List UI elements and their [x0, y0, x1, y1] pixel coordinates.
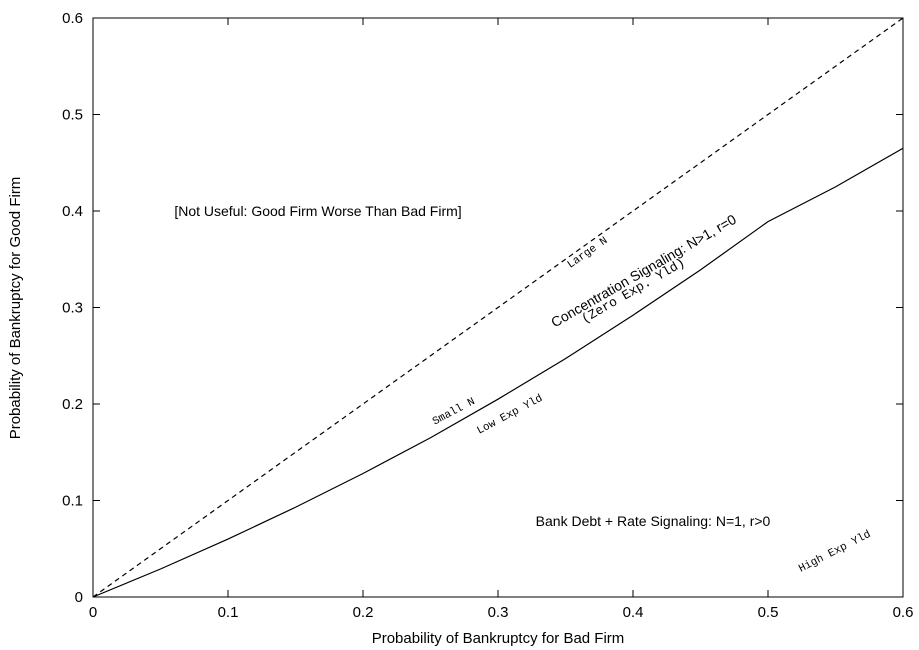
x-tick-label: 0.5 [758, 604, 779, 621]
y-tick-label: 0.1 [62, 493, 83, 510]
annotation-high-exp: High Exp Yld [797, 529, 873, 576]
dashed-series-line [92, 17, 904, 598]
ticks: 0 0.1 0.2 0.3 0.4 0.5 0.6 0 0.1 0.2 0.3 0.4 0.5 0.6 [62, 10, 913, 621]
y-tick-label: 0.2 [62, 396, 83, 413]
annotation-concentration: Concentration Signaling: N>1, r=0 [548, 211, 739, 330]
x-tick-label: 0 [89, 604, 97, 621]
y-tick-label: 0.3 [62, 300, 83, 317]
y-axis-label: Probability of Bankruptcy for Good Firm [7, 177, 24, 440]
series-group [92, 17, 904, 598]
annotation-low-exp: Low Exp Yld [475, 393, 545, 438]
x-tick-label: 0.6 [893, 604, 914, 621]
x-tick-label: 0.2 [353, 604, 374, 621]
x-tick-label: 0.1 [218, 604, 239, 621]
x-axis-label: Probability of Bankruptcy for Bad Firm [372, 630, 625, 647]
y-tick-label: 0.6 [62, 10, 83, 27]
annotation-large-n: Large N [565, 235, 610, 271]
x-tick-label: 0.3 [488, 604, 509, 621]
y-tick-label: 0 [75, 589, 83, 606]
solid-series-line [92, 147, 904, 598]
x-tick-label: 0.4 [623, 604, 644, 621]
y-tick-label: 0.5 [62, 107, 83, 124]
annotation-small-n: Small N [431, 396, 477, 428]
annotation-not-useful: [Not Useful: Good Firm Worse Than Bad Fi… [174, 203, 461, 219]
y-tick-label: 0.4 [62, 203, 83, 220]
annotation-bank-debt: Bank Debt + Rate Signaling: N=1, r>0 [536, 513, 771, 529]
